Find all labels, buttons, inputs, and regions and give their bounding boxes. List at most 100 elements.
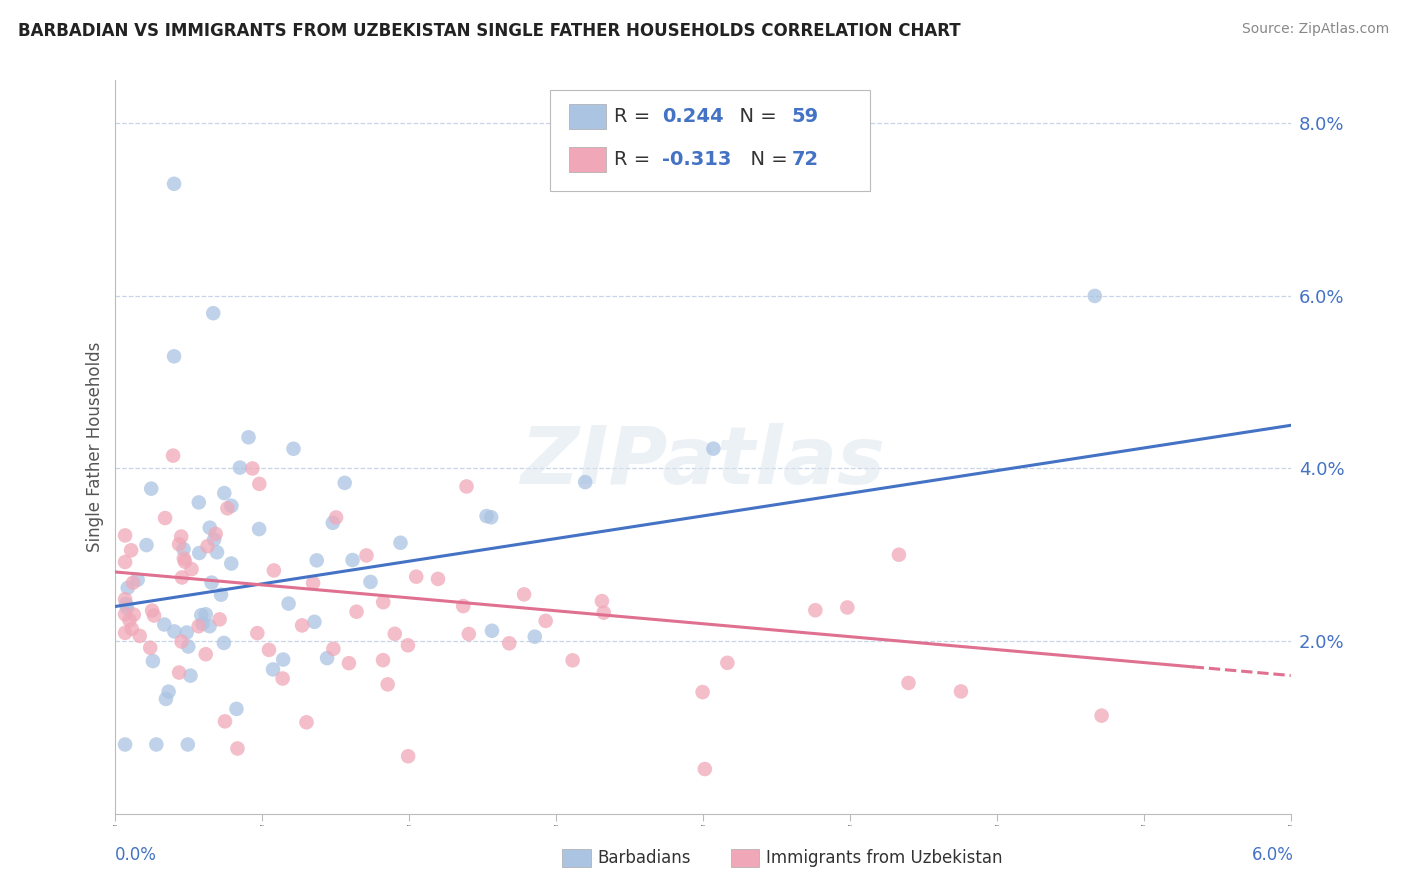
Text: 6.0%: 6.0% [1251, 846, 1294, 863]
Point [574, 475, 596, 489]
Point [135, 538, 157, 552]
Point [114, 592, 136, 607]
Point [897, 676, 920, 690]
Point [143, 608, 166, 623]
Point [142, 654, 165, 668]
Point [322, 516, 344, 530]
Point [157, 684, 180, 698]
Point [804, 603, 827, 617]
Point [128, 629, 150, 643]
Point [561, 653, 583, 667]
Point [221, 499, 243, 513]
Text: Immigrants from Uzbekistan: Immigrants from Uzbekistan [766, 849, 1002, 867]
Point [127, 573, 149, 587]
Point [523, 630, 546, 644]
Point [322, 641, 344, 656]
Point [257, 643, 280, 657]
Point [114, 555, 136, 569]
Point [949, 684, 972, 698]
Point [427, 572, 450, 586]
Point [246, 626, 269, 640]
Point [115, 597, 138, 611]
Point [114, 607, 136, 622]
Point [155, 692, 177, 706]
Text: ZIPatlas: ZIPatlas [520, 423, 886, 500]
Point [205, 545, 228, 559]
Point [229, 460, 252, 475]
Point [209, 588, 232, 602]
Text: Source: ZipAtlas.com: Source: ZipAtlas.com [1241, 22, 1389, 37]
Point [277, 597, 299, 611]
Point [451, 599, 474, 613]
Point [153, 617, 176, 632]
Point [114, 528, 136, 542]
Point [120, 543, 142, 558]
Point [1091, 708, 1114, 723]
Point [333, 475, 356, 490]
Point [191, 616, 214, 631]
Point [295, 715, 318, 730]
Point [198, 619, 221, 633]
Point [396, 638, 419, 652]
Point [121, 622, 143, 636]
Point [208, 612, 231, 626]
Point [238, 430, 260, 444]
Text: Barbadians: Barbadians [598, 849, 692, 867]
Point [202, 306, 225, 320]
Point [692, 685, 714, 699]
Point [173, 542, 195, 557]
Point [115, 601, 138, 615]
Point [197, 539, 219, 553]
Point [346, 605, 368, 619]
Point [145, 738, 167, 752]
Point [170, 634, 193, 648]
Point [479, 510, 502, 524]
Point [194, 607, 217, 622]
Text: N =: N = [738, 150, 794, 169]
Point [217, 501, 239, 516]
Point [271, 652, 294, 666]
Point [179, 668, 201, 682]
Point [247, 522, 270, 536]
Point [405, 570, 427, 584]
Point [117, 581, 139, 595]
Point [377, 677, 399, 691]
Point [122, 607, 145, 622]
Point [304, 615, 326, 629]
Point [163, 349, 186, 363]
Point [247, 476, 270, 491]
Point [384, 627, 406, 641]
Text: 0.244: 0.244 [662, 107, 724, 127]
Text: 72: 72 [792, 150, 818, 169]
Point [173, 551, 195, 566]
Point [122, 575, 145, 590]
Point [534, 614, 557, 628]
Point [170, 570, 193, 584]
Point [242, 461, 264, 475]
Point [591, 594, 613, 608]
Point [837, 600, 859, 615]
Point [475, 509, 498, 524]
Point [194, 647, 217, 661]
Point [170, 530, 193, 544]
Point [139, 640, 162, 655]
Point [202, 533, 225, 547]
Text: R =: R = [614, 150, 657, 169]
Point [176, 625, 198, 640]
Point [396, 749, 419, 764]
Point [187, 619, 209, 633]
Point [498, 636, 520, 650]
Point [513, 587, 536, 601]
Point [114, 738, 136, 752]
Point [180, 562, 202, 576]
Point [200, 575, 222, 590]
Point [481, 624, 503, 638]
Point [456, 479, 478, 493]
Point [226, 741, 249, 756]
Point [360, 574, 382, 589]
Point [177, 640, 200, 654]
Point [204, 527, 226, 541]
Point [225, 702, 247, 716]
Point [214, 486, 236, 500]
Point [214, 714, 236, 729]
